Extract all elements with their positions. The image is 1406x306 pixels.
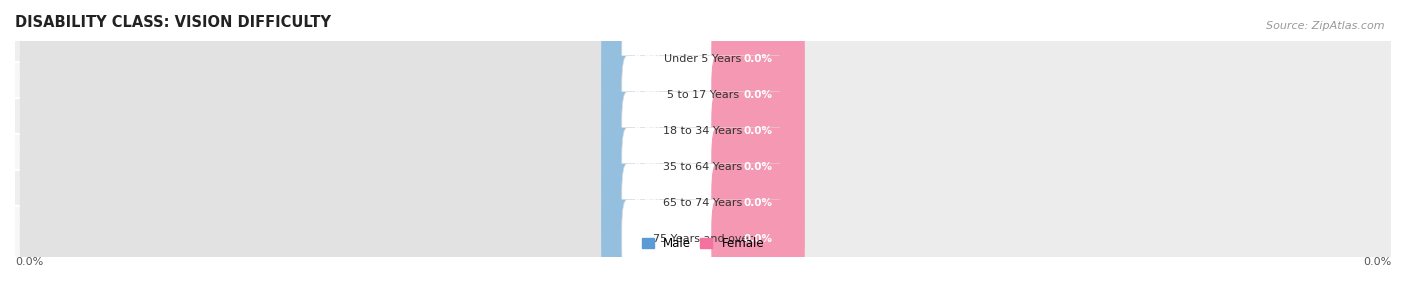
FancyBboxPatch shape: [621, 128, 785, 206]
FancyBboxPatch shape: [711, 91, 804, 170]
FancyBboxPatch shape: [11, 206, 1395, 271]
FancyBboxPatch shape: [711, 200, 804, 278]
Text: 0.0%: 0.0%: [744, 126, 772, 136]
FancyBboxPatch shape: [20, 143, 704, 190]
Text: 0.0%: 0.0%: [15, 256, 44, 267]
FancyBboxPatch shape: [711, 20, 804, 98]
FancyBboxPatch shape: [621, 56, 785, 134]
Text: 0.0%: 0.0%: [744, 162, 772, 172]
Text: 0.0%: 0.0%: [744, 90, 772, 100]
Text: Source: ZipAtlas.com: Source: ZipAtlas.com: [1267, 21, 1385, 32]
Text: 35 to 64 Years: 35 to 64 Years: [664, 162, 742, 172]
FancyBboxPatch shape: [11, 26, 1395, 91]
FancyBboxPatch shape: [711, 56, 804, 134]
FancyBboxPatch shape: [707, 35, 1393, 83]
FancyBboxPatch shape: [707, 107, 1393, 155]
Text: 0.0%: 0.0%: [634, 162, 662, 172]
FancyBboxPatch shape: [707, 215, 1393, 262]
FancyBboxPatch shape: [707, 143, 1393, 190]
FancyBboxPatch shape: [707, 71, 1393, 118]
Text: Under 5 Years: Under 5 Years: [665, 54, 741, 64]
Text: 0.0%: 0.0%: [744, 233, 772, 244]
FancyBboxPatch shape: [707, 179, 1393, 226]
FancyBboxPatch shape: [20, 179, 704, 226]
FancyBboxPatch shape: [602, 200, 695, 278]
Text: 5 to 17 Years: 5 to 17 Years: [666, 90, 740, 100]
FancyBboxPatch shape: [621, 163, 785, 242]
FancyBboxPatch shape: [20, 215, 704, 262]
FancyBboxPatch shape: [20, 35, 704, 83]
Text: 0.0%: 0.0%: [634, 233, 662, 244]
FancyBboxPatch shape: [20, 107, 704, 155]
FancyBboxPatch shape: [602, 20, 695, 98]
Legend: Male, Female: Male, Female: [637, 233, 769, 255]
FancyBboxPatch shape: [11, 98, 1395, 163]
FancyBboxPatch shape: [11, 170, 1395, 235]
Text: 0.0%: 0.0%: [634, 126, 662, 136]
Text: 0.0%: 0.0%: [1362, 256, 1391, 267]
FancyBboxPatch shape: [602, 91, 695, 170]
FancyBboxPatch shape: [621, 200, 785, 278]
Text: 0.0%: 0.0%: [634, 198, 662, 207]
FancyBboxPatch shape: [621, 20, 785, 98]
FancyBboxPatch shape: [11, 62, 1395, 128]
Text: DISABILITY CLASS: VISION DIFFICULTY: DISABILITY CLASS: VISION DIFFICULTY: [15, 15, 330, 30]
FancyBboxPatch shape: [11, 134, 1395, 200]
FancyBboxPatch shape: [602, 163, 695, 242]
FancyBboxPatch shape: [602, 128, 695, 206]
Text: 0.0%: 0.0%: [744, 198, 772, 207]
Text: 0.0%: 0.0%: [634, 90, 662, 100]
FancyBboxPatch shape: [711, 128, 804, 206]
FancyBboxPatch shape: [621, 91, 785, 170]
Text: 18 to 34 Years: 18 to 34 Years: [664, 126, 742, 136]
Text: 0.0%: 0.0%: [744, 54, 772, 64]
Text: 75 Years and over: 75 Years and over: [652, 233, 754, 244]
FancyBboxPatch shape: [20, 71, 704, 118]
FancyBboxPatch shape: [711, 163, 804, 242]
FancyBboxPatch shape: [602, 56, 695, 134]
Text: 0.0%: 0.0%: [634, 54, 662, 64]
Text: 65 to 74 Years: 65 to 74 Years: [664, 198, 742, 207]
